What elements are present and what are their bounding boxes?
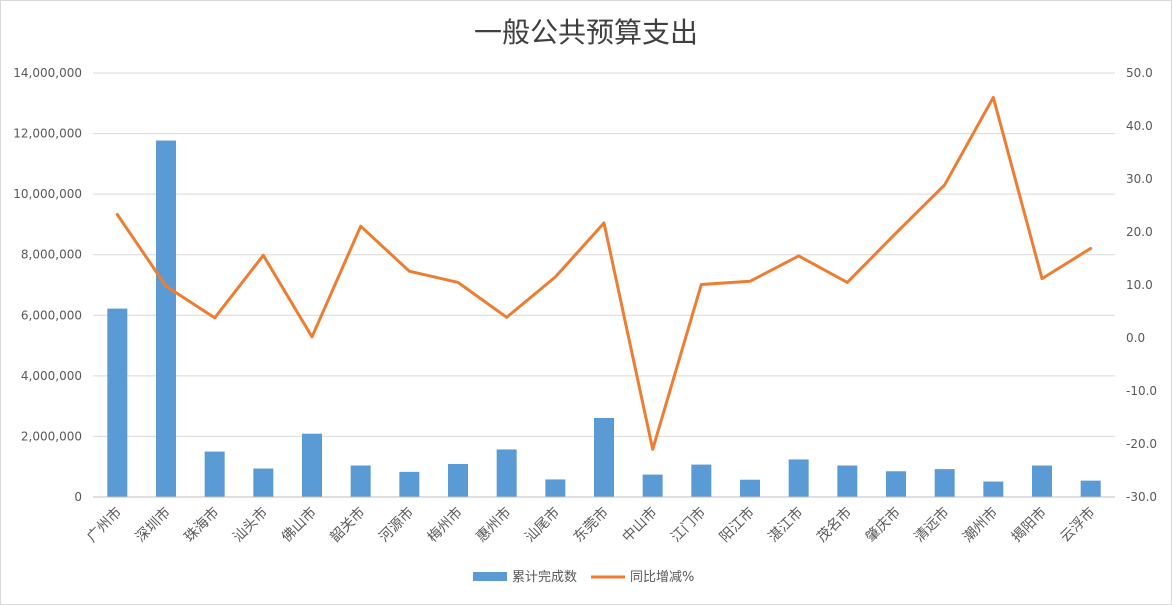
category-label: 韶关市 (327, 504, 369, 546)
bar (642, 474, 663, 497)
legend: 累计完成数 同比增减% (473, 570, 694, 585)
left-tick-label: 10,000,000 (13, 187, 82, 201)
category-label: 佛山市 (278, 504, 320, 546)
category-label: 清远市 (911, 504, 953, 546)
bar (448, 463, 468, 497)
category-label: 河源市 (375, 504, 417, 546)
legend-swatch-bar (473, 572, 507, 581)
bar (496, 449, 517, 497)
right-tick-label: -10.0 (1126, 384, 1157, 398)
right-tick-label: 0.0 (1126, 331, 1145, 345)
bar (691, 464, 712, 497)
left-tick-label: 4,000,000 (21, 369, 82, 383)
category-label: 肇庆市 (862, 504, 904, 546)
bar (302, 433, 322, 497)
bar (983, 481, 1004, 497)
left-tick-label: 8,000,000 (21, 248, 82, 262)
left-tick-label: 14,000,000 (13, 66, 82, 80)
category-label: 中山市 (619, 504, 661, 546)
category-label: 茂名市 (813, 504, 855, 546)
right-tick-label: 20.0 (1126, 225, 1153, 239)
category-label: 广州市 (83, 504, 125, 546)
left-tick-label: 2,000,000 (21, 429, 82, 443)
bar (107, 308, 128, 497)
bar (1032, 465, 1052, 497)
category-label: 潮州市 (959, 504, 1001, 546)
bar (253, 468, 274, 497)
category-label: 湛江市 (765, 504, 807, 546)
bar (837, 465, 858, 497)
bar (740, 479, 760, 497)
right-axis: -30.0 -20.0 -10.0 0.0 10.0 20.0 30.0 40.0 50.0 (1126, 66, 1157, 504)
left-tick-label: 6,000,000 (21, 308, 82, 322)
category-label: 汕头市 (229, 504, 271, 546)
category-label: 惠州市 (473, 504, 515, 546)
bar-series (107, 140, 1101, 497)
category-label: 云浮市 (1057, 504, 1099, 546)
bar (204, 451, 225, 497)
category-label: 深圳市 (132, 504, 174, 546)
bar (788, 459, 809, 497)
bar (934, 469, 955, 497)
bar (399, 471, 420, 497)
bar (886, 471, 906, 497)
right-tick-label: 10.0 (1126, 278, 1153, 292)
right-tick-label: 30.0 (1126, 172, 1153, 186)
left-tick-label: 0 (74, 490, 82, 504)
bar (594, 417, 614, 497)
right-tick-label: 50.0 (1126, 66, 1153, 80)
category-label: 江门市 (667, 504, 709, 546)
right-tick-label: -30.0 (1126, 490, 1157, 504)
category-label: 东莞市 (570, 504, 612, 546)
line-path (115, 95, 1093, 451)
left-axis: 0 2,000,000 4,000,000 6,000,000 8,000,000 10,… (13, 66, 82, 504)
bar (350, 465, 371, 497)
bar (156, 140, 176, 497)
bar (545, 479, 566, 497)
legend-label-bar: 累计完成数 (512, 570, 577, 585)
category-label: 汕尾市 (521, 504, 563, 546)
category-label: 珠海市 (181, 504, 223, 546)
left-tick-label: 12,000,000 (13, 127, 82, 141)
category-label: 揭阳市 (1008, 504, 1050, 546)
category-label: 梅州市 (424, 504, 466, 546)
bar (1080, 480, 1101, 497)
category-label: 阳江市 (716, 504, 758, 546)
x-axis: 广州市 深圳市 珠海市 汕头市 佛山市 韶关市 河源市 梅州市 惠州市 汕尾市 东莞市 中山市 江门市阳… (83, 496, 1115, 546)
legend-label-line: 同比增减% (630, 570, 694, 585)
right-tick-label: -20.0 (1126, 437, 1157, 451)
grid-lines (93, 72, 1115, 437)
right-tick-label: 40.0 (1126, 119, 1153, 133)
line-series (115, 95, 1093, 451)
chart-title: 一般公共预算支出 (474, 16, 698, 49)
